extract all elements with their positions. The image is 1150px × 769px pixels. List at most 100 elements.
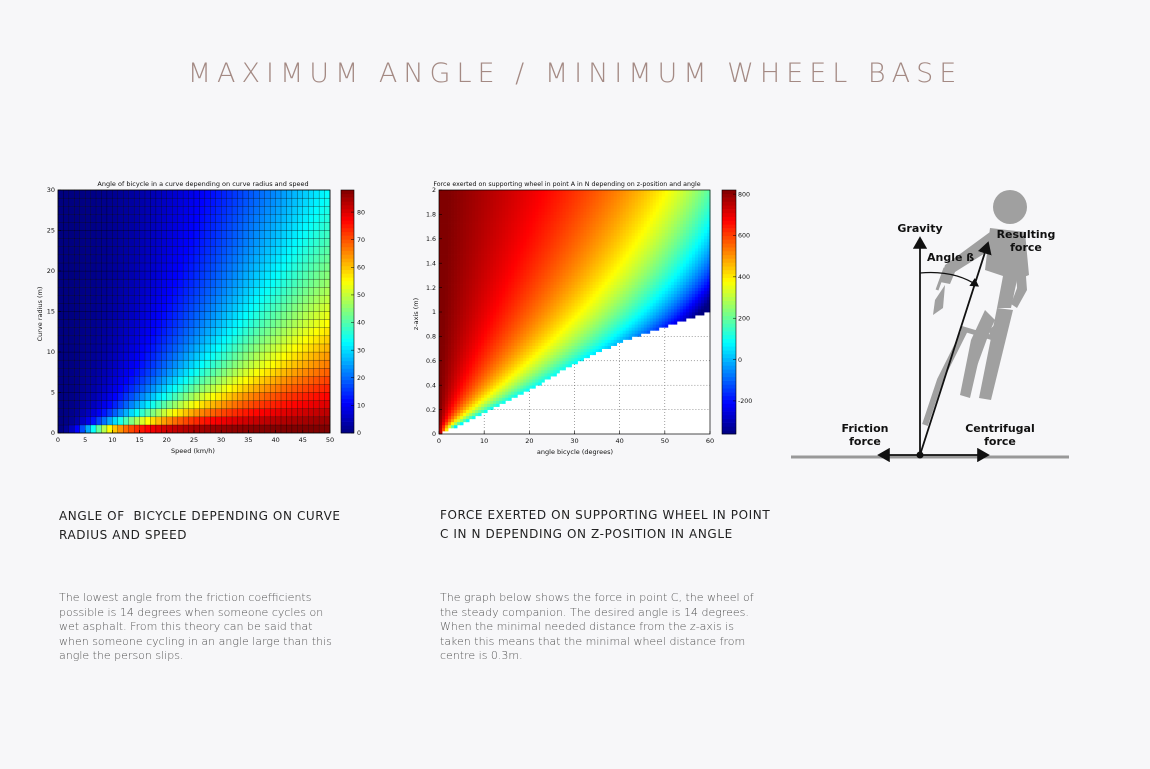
heatmap-cell xyxy=(547,351,551,356)
heatmap-cell xyxy=(324,416,331,426)
heatmap-cell xyxy=(544,232,548,237)
heatmap-cell xyxy=(535,196,539,200)
heatmap-cell xyxy=(532,348,536,353)
heatmap-cell xyxy=(580,269,584,273)
heatmap-cell xyxy=(514,208,518,212)
heatmap-cell xyxy=(559,324,563,328)
heatmap-cell xyxy=(559,336,563,340)
heatmap-cell xyxy=(532,226,536,231)
heatmap-cell xyxy=(484,202,488,206)
heatmap-cell xyxy=(275,400,282,409)
heatmap-cell xyxy=(544,305,548,310)
heatmap-cell xyxy=(472,235,476,240)
heatmap-cell xyxy=(57,254,64,264)
heatmap-cell xyxy=(215,384,222,393)
heatmap-cell xyxy=(571,308,575,313)
heatmap-cell xyxy=(550,293,554,298)
heatmap-cell xyxy=(451,202,455,206)
heatmap-cell xyxy=(454,257,458,261)
heatmap-cell xyxy=(291,327,298,337)
heatmap-cell xyxy=(511,348,515,353)
heatmap-cell xyxy=(221,303,227,312)
heatmap-cell xyxy=(133,222,140,231)
heatmap-cell xyxy=(253,197,260,207)
heatmap-cell xyxy=(493,403,497,407)
heatmap-cell xyxy=(318,262,325,272)
heatmap-cell xyxy=(123,376,129,385)
heatmap-cell xyxy=(553,360,557,365)
heatmap-cell xyxy=(439,366,443,371)
heatmap-cell xyxy=(466,315,470,319)
heatmap-cell xyxy=(63,408,70,418)
heatmap-cell xyxy=(448,318,452,322)
heatmap-cell xyxy=(308,319,314,328)
heatmap-cell xyxy=(442,278,446,282)
heatmap-cell xyxy=(574,296,578,301)
heatmap-cell xyxy=(275,295,282,304)
heatmap-cell xyxy=(215,214,222,223)
heatmap-cell xyxy=(472,373,476,377)
heatmap-cell xyxy=(466,406,470,410)
heatmap-cell xyxy=(286,189,293,199)
heatmap-cell xyxy=(583,299,587,304)
heatmap-cell xyxy=(571,333,575,337)
heatmap-cell xyxy=(445,278,449,282)
heatmap-cell xyxy=(204,311,211,320)
heatmap-cell xyxy=(517,229,521,234)
heatmap-cell xyxy=(577,199,581,203)
heatmap-cell xyxy=(574,333,578,337)
heatmap-cell xyxy=(454,244,458,249)
heatmap-cell xyxy=(529,312,533,316)
heatmap-cell xyxy=(177,400,184,409)
heatmap-cell xyxy=(571,217,575,221)
heatmap-cell xyxy=(535,299,539,304)
heatmap-cell xyxy=(79,384,86,393)
heatmap-cell xyxy=(90,319,97,328)
heatmap-cell xyxy=(520,318,524,322)
heatmap-cell xyxy=(580,296,584,301)
heatmap-cell xyxy=(502,238,506,243)
heatmap-cell xyxy=(499,379,503,383)
heatmap-cell xyxy=(101,222,108,231)
heatmap-cell xyxy=(580,290,584,295)
heatmap-cell xyxy=(550,345,554,349)
heatmap-cell xyxy=(133,384,140,393)
heatmap-cell xyxy=(318,400,325,409)
heatmap-cell xyxy=(580,223,584,227)
heatmap-cell xyxy=(490,327,494,331)
x-tick-label: 25 xyxy=(190,436,198,444)
heatmap-cell xyxy=(490,324,494,328)
heatmap-cell xyxy=(226,424,233,434)
heatmap-cell xyxy=(574,211,578,215)
heatmap-cell xyxy=(95,335,102,345)
heatmap-cell xyxy=(133,416,140,426)
heatmap-cell xyxy=(508,394,512,398)
heatmap-cell xyxy=(580,278,584,282)
heatmap-cell xyxy=(574,315,578,319)
heatmap-cell xyxy=(106,303,113,312)
heatmap-cell xyxy=(502,360,506,365)
heatmap-cell xyxy=(481,266,485,270)
heatmap-cell xyxy=(562,235,566,240)
heatmap-cell xyxy=(541,339,545,343)
heatmap-cell xyxy=(529,360,533,365)
heatmap-cell xyxy=(475,220,479,224)
heatmap-cell xyxy=(523,235,527,240)
heatmap-cell xyxy=(526,369,530,374)
heatmap-cell xyxy=(556,305,560,310)
heatmap-cell xyxy=(514,363,518,368)
heatmap-cell xyxy=(466,296,470,301)
heatmap-cell xyxy=(514,257,518,261)
x-tick-label: 10 xyxy=(108,436,116,444)
heatmap-cell xyxy=(553,226,557,231)
heatmap-cell xyxy=(445,302,449,307)
heatmap-cell xyxy=(529,363,533,368)
heatmap-cell xyxy=(505,351,509,356)
heatmap-cell xyxy=(526,199,530,203)
heatmap-cell xyxy=(150,238,157,247)
heatmap-cell xyxy=(526,223,530,227)
heatmap-cell xyxy=(571,345,575,349)
heatmap-cell xyxy=(574,299,578,304)
heatmap-cell xyxy=(215,246,222,256)
heatmap-cell xyxy=(556,257,560,261)
